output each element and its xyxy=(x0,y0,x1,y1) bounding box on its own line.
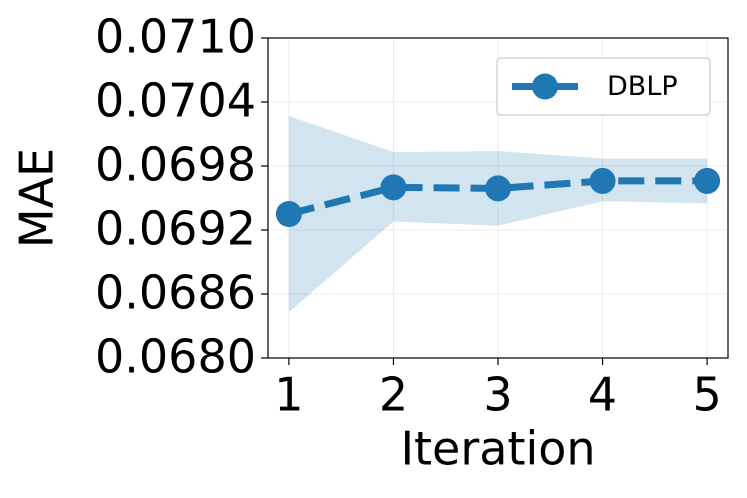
y-tick-label: 0.0692 xyxy=(95,202,256,256)
confidence-band xyxy=(288,115,708,313)
plot-frame xyxy=(267,37,729,359)
y-tick-label: 0.0680 xyxy=(95,330,256,384)
y-tick-label: 0.0710 xyxy=(95,10,256,64)
y-tick-label: 0.0686 xyxy=(95,266,256,320)
data-point xyxy=(694,167,721,194)
data-point xyxy=(589,167,616,194)
data-point xyxy=(485,175,511,202)
data-point xyxy=(380,174,407,201)
legend-box xyxy=(496,57,711,116)
legend-marker xyxy=(532,73,558,100)
y-axis-label: MAE xyxy=(10,148,64,248)
legend-label: DBLP xyxy=(607,71,678,102)
data-point xyxy=(275,201,302,227)
x-tick-label: 1 xyxy=(274,368,303,422)
data-line xyxy=(288,177,708,218)
x-tick-label: 2 xyxy=(379,368,408,422)
y-tick-label: 0.0698 xyxy=(95,138,256,192)
x-tick-label: 3 xyxy=(483,368,512,422)
x-tick-label: 5 xyxy=(692,368,721,422)
x-tick-label: 4 xyxy=(588,368,617,422)
y-tick-label: 0.0704 xyxy=(95,74,256,128)
x-axis-label: Iteration xyxy=(400,422,595,476)
